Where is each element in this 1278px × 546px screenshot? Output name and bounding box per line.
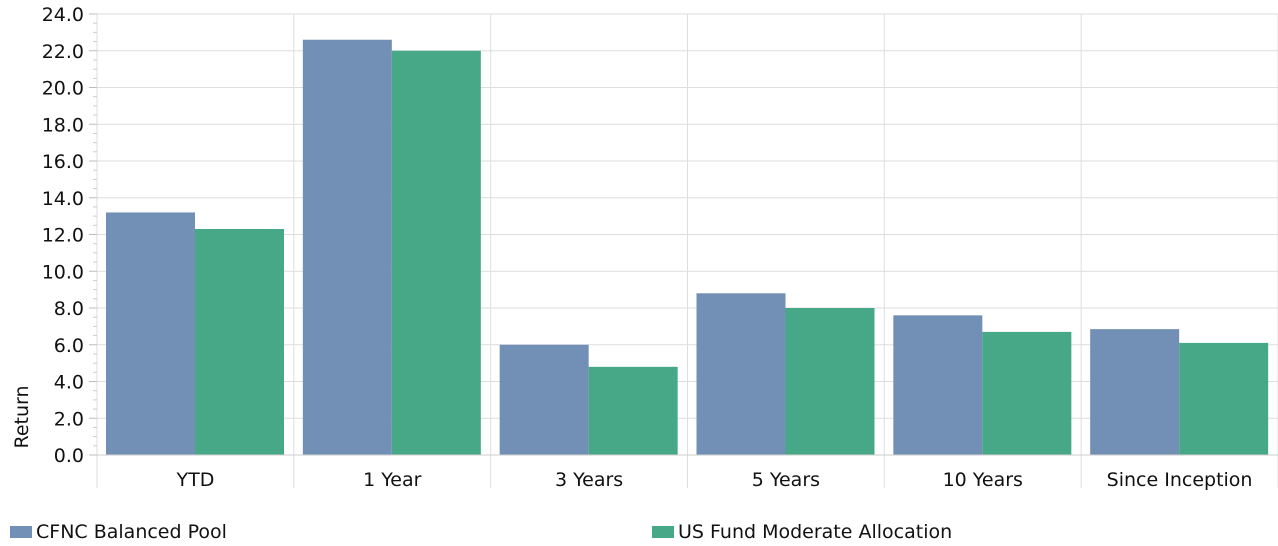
- y-tick-label: 4.0: [54, 372, 84, 394]
- y-tick-label: 10.0: [42, 261, 84, 283]
- legend-swatch: [10, 526, 32, 538]
- y-tick-label: 16.0: [42, 151, 84, 173]
- y-tick-label: 20.0: [42, 78, 84, 100]
- y-tick-label: 6.0: [54, 335, 84, 357]
- bars: [106, 39, 1269, 455]
- legend-label: US Fund Moderate Allocation: [678, 521, 953, 543]
- y-tick-label: 22.0: [42, 41, 84, 63]
- legend-item-cfnc-balanced-pool: CFNC Balanced Pool: [10, 521, 227, 543]
- bar-cfnc: [1090, 329, 1180, 455]
- x-tick-label: 10 Years: [943, 469, 1023, 491]
- legend-swatch: [652, 526, 674, 538]
- y-tick-label: 2.0: [54, 408, 84, 430]
- bar-cfnc: [696, 293, 786, 455]
- axes: 0.0 2.0 4.0 6.0 8.0 10.0 12.0 14.0 16.0 18.0 20.0 2…: [42, 4, 1278, 491]
- x-tick-label: Since Inception: [1107, 469, 1253, 491]
- y-tick-label: 12.0: [42, 225, 84, 247]
- y-tick-label: 0.0: [54, 445, 84, 467]
- y-tick-label: 14.0: [42, 188, 84, 210]
- bar-us-fund: [195, 228, 284, 455]
- x-tick-label: 3 Years: [555, 469, 623, 491]
- y-tick-label: 18.0: [42, 114, 84, 136]
- bar-us-fund: [391, 50, 481, 455]
- bar-cfnc: [106, 212, 195, 455]
- legend-item-us-fund-moderate-allocation: US Fund Moderate Allocation: [652, 521, 952, 543]
- y-tick-label: 8.0: [54, 298, 84, 320]
- bar-cfnc: [893, 315, 983, 455]
- y-axis-label: Return: [11, 385, 33, 448]
- bar-us-fund: [982, 331, 1072, 455]
- x-tick-label: 1 Year: [363, 469, 422, 491]
- bar-us-fund: [588, 366, 678, 455]
- bar-cfnc: [499, 344, 589, 455]
- x-tick-label: 5 Years: [752, 469, 820, 491]
- bar-cfnc: [302, 39, 392, 455]
- x-tick-label: YTD: [175, 469, 214, 491]
- bar-us-fund: [785, 308, 875, 455]
- bar-us-fund: [1179, 342, 1269, 455]
- bar-chart: 0.0 2.0 4.0 6.0 8.0 10.0 12.0 14.0 16.0 18.0 20.0 2…: [11, 4, 1278, 491]
- legend-label: CFNC Balanced Pool: [36, 521, 227, 543]
- y-tick-label: 24.0: [42, 4, 84, 26]
